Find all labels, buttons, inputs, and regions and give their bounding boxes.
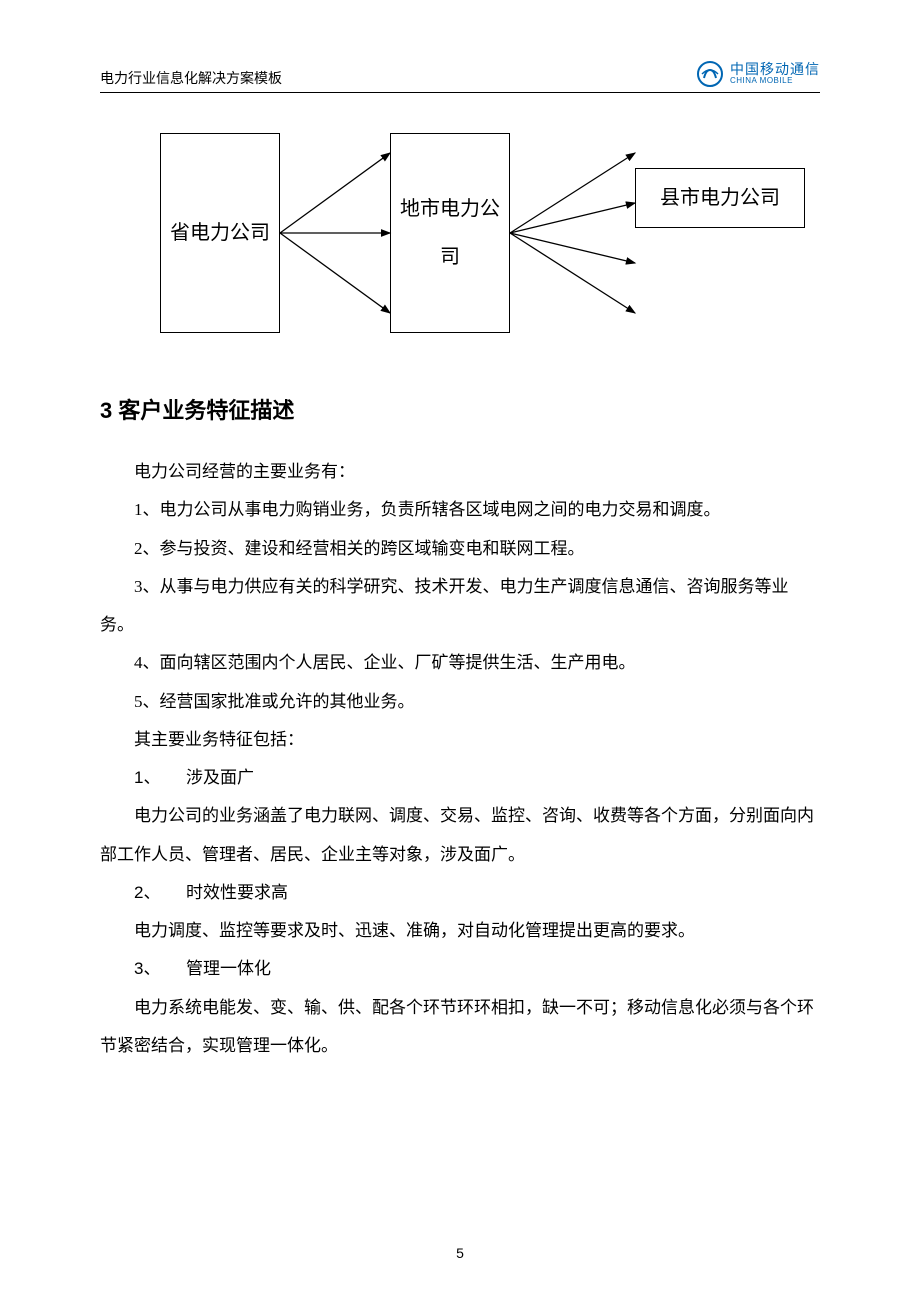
page-header: 电力行业信息化解决方案模板 中国移动通信 CHINA MOBILE — [100, 60, 820, 93]
intro-line: 电力公司经营的主要业务有： — [100, 453, 820, 491]
logo-text-en: CHINA MOBILE — [730, 77, 820, 86]
feature-desc: 电力公司的业务涵盖了电力联网、调度、交易、监控、咨询、收费等各个方面，分别面向内… — [100, 797, 820, 874]
feature-desc: 电力调度、监控等要求及时、迅速、准确，对自动化管理提出更高的要求。 — [100, 912, 820, 950]
header-title: 电力行业信息化解决方案模板 — [100, 68, 282, 88]
diagram-node: 县市电力公司 — [635, 168, 805, 228]
business-item: 2、参与投资、建设和经营相关的跨区域输变电和联网工程。 — [100, 530, 820, 568]
feature-desc: 电力系统电能发、变、输、供、配各个环节环环相扣，缺一不可；移动信息化必须与各个环… — [100, 989, 820, 1066]
feature-title: 1、 涉及面广 — [100, 759, 820, 797]
business-item: 3、从事与电力供应有关的科学研究、技术开发、电力生产调度信息通信、咨询服务等业务… — [100, 568, 820, 645]
business-item: 1、电力公司从事电力购销业务，负责所辖各区域电网之间的电力交易和调度。 — [100, 491, 820, 529]
org-diagram: 省电力公司地市电力公司 县市电力公司 — [100, 123, 820, 343]
business-item: 5、经营国家批准或允许的其他业务。 — [100, 683, 820, 721]
features-intro: 其主要业务特征包括： — [100, 721, 820, 759]
business-item: 4、面向辖区范围内个人居民、企业、厂矿等提供生活、生产用电。 — [100, 644, 820, 682]
brand-logo: 中国移动通信 CHINA MOBILE — [696, 60, 820, 88]
logo-text-cn: 中国移动通信 — [730, 62, 820, 77]
diagram-node: 地市电力公司 — [390, 133, 510, 333]
body-content: 电力公司经营的主要业务有： 1、电力公司从事电力购销业务，负责所辖各区域电网之间… — [100, 453, 820, 1065]
diagram-node: 省电力公司 — [160, 133, 280, 333]
section-heading: 3 客户业务特征描述 — [100, 393, 820, 425]
page-number: 5 — [0, 1245, 920, 1261]
feature-title: 2、 时效性要求高 — [100, 874, 820, 912]
china-mobile-icon — [696, 60, 724, 88]
feature-title: 3、 管理一体化 — [100, 950, 820, 988]
